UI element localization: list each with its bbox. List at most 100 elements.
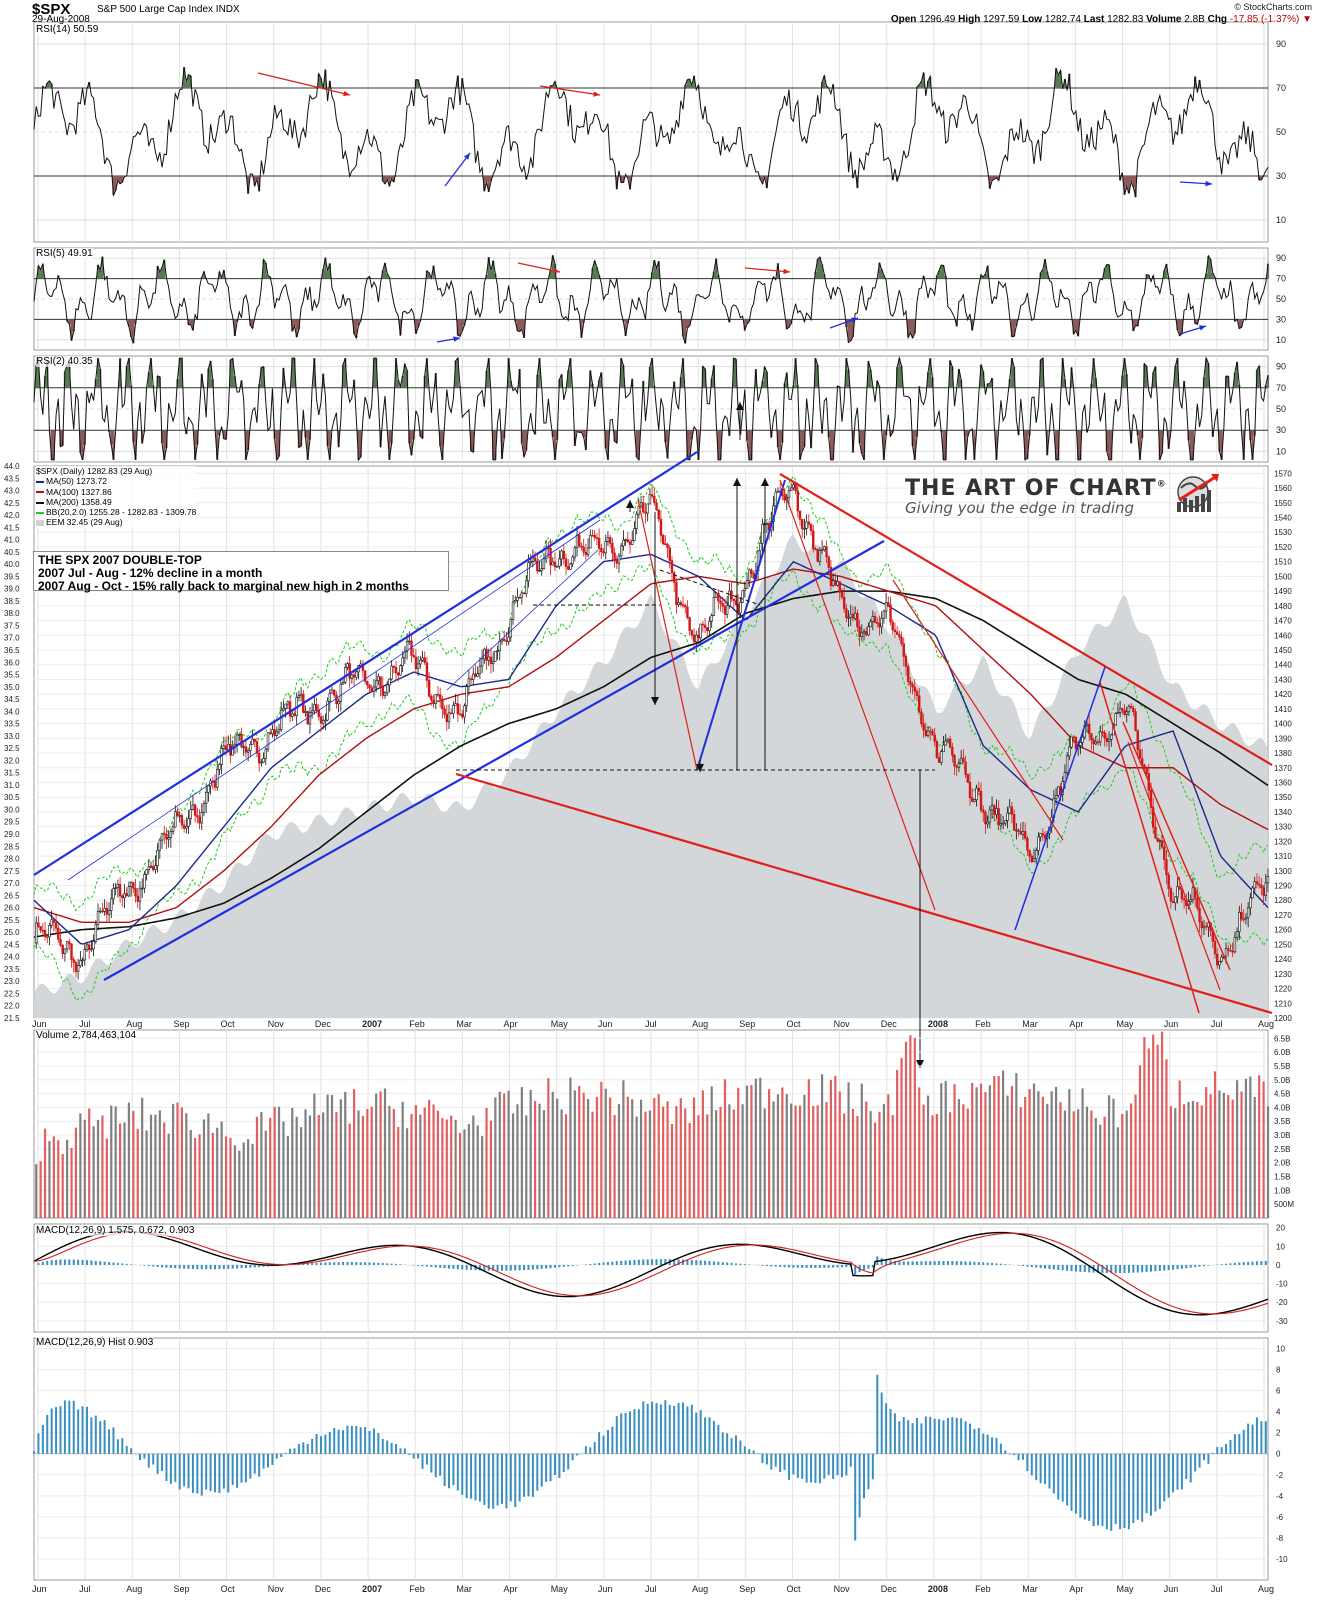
hist-bar [920,1423,923,1454]
x-tick-label-bottom: Nov [268,1584,285,1594]
hist-bar [147,1453,150,1468]
volume-bar [251,1143,254,1218]
volume-bar [269,1117,272,1218]
hist-bar [350,1425,353,1454]
macd-y-tick: 0 [1276,1261,1281,1270]
macd-histogram-bar [734,1263,737,1265]
hist-bar [1189,1453,1192,1483]
price-candle-body [1257,883,1261,886]
hist-bar [112,1427,115,1454]
macd-histogram-bar [840,1264,843,1268]
price-candle-body [540,568,543,571]
macd-histogram-bar [651,1259,654,1265]
hist-bar [165,1453,168,1481]
price-candle-body [1032,858,1036,863]
price-candle-body [399,665,402,676]
macd-histogram-bar [258,1264,261,1268]
price-left-tick: 23.5 [4,965,20,974]
price-candle-body [1094,741,1098,745]
macd-histogram-bar [355,1262,358,1265]
macd-histogram-bar [536,1264,539,1270]
price-right-tick: 1560 [1274,484,1292,493]
price-candle-body [882,610,886,619]
price-candle-body [249,743,252,751]
trendline [696,479,786,771]
hist-bar [456,1453,459,1491]
price-candle-body [845,608,848,618]
price-candle-body [520,592,524,598]
price-candle-body [719,600,722,604]
x-tick-label-top: Sep [173,1019,189,1029]
hist-bar [814,1453,817,1484]
price-left-tick: 24.0 [4,953,20,962]
hist-bar [1150,1453,1153,1516]
price-left-tick: 34.0 [4,707,20,716]
hist-bar [130,1448,133,1454]
volume-bar [300,1127,303,1218]
price-candle-body [686,606,689,618]
price-candle-body [688,617,691,631]
macd-histogram-bar [174,1264,177,1269]
macd-histogram-bar [783,1264,786,1268]
price-candle-body [847,616,850,619]
macd-histogram-bar [63,1259,66,1265]
x-tick-label-bottom: Oct [221,1584,236,1594]
x-tick-label-top: Dec [881,1019,898,1029]
volume-bar [564,1114,568,1218]
macd-histogram-bar [593,1263,596,1265]
price-candle-body [650,494,654,497]
price-candle-body [282,708,285,711]
macd-histogram-bar [200,1264,203,1270]
hist-bar [280,1453,283,1457]
hist-bar [836,1453,839,1476]
price-right-tick: 1430 [1274,675,1292,684]
price-candle-body [171,826,175,832]
price-candle-body [269,732,272,734]
price-candle-body [35,922,38,944]
hist-bar [682,1402,685,1454]
price-candle-body [394,667,398,674]
rsi14-divergence-arrow-head [463,153,470,160]
macd-histogram-bar [704,1260,707,1265]
price-legend-spx: $SPX (Daily) 1282.83 (29 Aug) [36,466,153,476]
macd-histogram-bar [1194,1264,1197,1268]
price-candle-body [856,612,859,628]
price-candle-body [43,930,47,937]
hist-bar [801,1453,804,1479]
volume-y-tick: 1.0B [1274,1186,1290,1195]
volume-bar [118,1123,122,1218]
price-candle-body [204,792,208,804]
price-candle-body [538,570,541,572]
macd-histogram-bar [311,1263,314,1265]
hist-bar [655,1403,658,1454]
price-candle-body [887,602,890,606]
price-candle-body [957,763,961,768]
high-value: 1297.59 [983,14,1020,25]
price-candle-body [1149,790,1153,808]
price-candle-body [76,965,80,972]
rsi14-label: RSI(14) 50.59 [36,24,99,35]
volume-bar [657,1094,660,1218]
x-tick-label-bottom: Mar [456,1584,472,1594]
logo-title-text: THE ART OF CHART [905,476,1157,501]
price-candle-body [134,887,137,897]
x-tick-label-bottom: Jun [598,1584,613,1594]
hist-bar [1198,1453,1201,1468]
macd-histogram-bar [540,1264,543,1269]
price-candle-body [569,563,572,570]
price-candle-body [483,648,486,660]
volume-bar [1103,1116,1106,1218]
volume-bar [1015,1073,1018,1218]
price-candle-body [931,731,934,736]
hist-bar [50,1408,53,1454]
price-candle-body [529,561,532,563]
hist-bar [924,1416,927,1454]
volume-bar [887,1094,890,1218]
hist-bar [757,1453,760,1454]
volume-bar [326,1094,329,1218]
macd-histogram-bar [955,1261,958,1265]
volume-bar [445,1119,448,1218]
macd-histogram-bar [90,1260,93,1265]
price-candle-body [730,590,733,600]
rsi5-divergence-arrow [744,267,791,273]
